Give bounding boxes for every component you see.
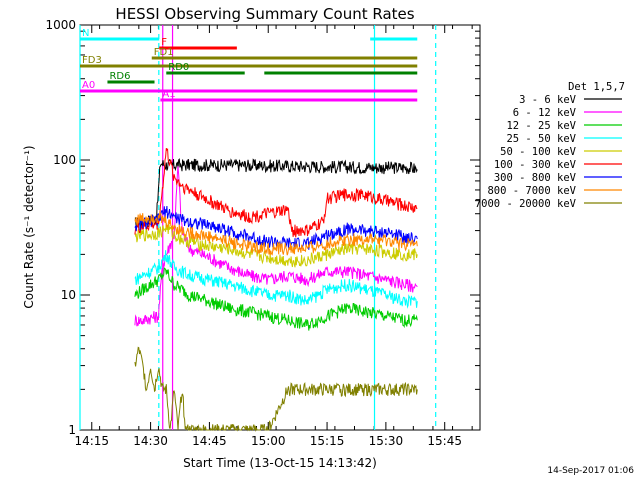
footer-date: 14-Sep-2017 01:06: [547, 466, 634, 476]
series-line: [134, 222, 418, 268]
y-tick-label: 1000: [45, 18, 76, 32]
legend-entry-label: 300 - 800 keV: [494, 172, 577, 184]
flag-label: RD6: [109, 71, 130, 82]
legend-entry-label: 800 - 7000 keV: [487, 185, 576, 197]
legend-entry-label: 12 - 25 keV: [506, 120, 576, 132]
x-tick-label: 14:30: [133, 434, 168, 448]
legend-entry-label: 3 - 6 keV: [519, 94, 577, 106]
flag-label: A1: [162, 89, 175, 100]
x-tick-label: 15:30: [369, 434, 404, 448]
series-line: [134, 148, 418, 238]
x-tick-label: 15:45: [427, 434, 462, 448]
series-line: [134, 166, 418, 327]
series-line: [134, 211, 418, 256]
x-tick-label: 14:15: [74, 434, 109, 448]
series-line: [134, 346, 418, 432]
chart-title: HESSI Observing Summary Count Rates: [115, 5, 414, 23]
x-tick-label: 15:15: [310, 434, 345, 448]
flag-label: FD1: [154, 47, 174, 58]
y-axis-label: Count Rate (s⁻¹ detector⁻¹): [22, 145, 36, 308]
legend-entry-label: 6 - 12 keV: [513, 107, 577, 119]
y-tick-label: 100: [53, 153, 76, 167]
flag-label: F: [161, 37, 167, 48]
flag-label: N: [82, 28, 89, 39]
series-lines: [134, 148, 418, 432]
x-tick-label: 15:00: [251, 434, 286, 448]
x-tick-label: 14:45: [192, 434, 227, 448]
legend-entry-label: 25 - 50 keV: [506, 133, 576, 145]
legend-entry-label: 50 - 100 keV: [500, 146, 577, 158]
legend-title: Det 1,5,7: [568, 81, 625, 93]
flag-label: A0: [82, 80, 95, 91]
y-tick-label: 1: [68, 423, 76, 437]
series-line: [134, 250, 418, 309]
legend-entry-label: 7000 - 20000 keV: [475, 198, 577, 210]
x-axis-label: Start Time (13-Oct-15 14:13:42): [183, 456, 377, 470]
flag-label: FD3: [82, 55, 102, 66]
series-line: [134, 158, 418, 229]
x-axis: 14:15 14:30 14:45 15:00 15:15 15:30 15:45 Star…: [74, 25, 473, 470]
series-line: [134, 267, 418, 331]
y-tick-label: 10: [61, 288, 76, 302]
legend-entry-label: 100 - 300 keV: [494, 159, 577, 171]
y-axis: 1 10 100 1000 Count Rate (s⁻¹ detector⁻¹): [22, 18, 480, 437]
flag-label: RD0: [168, 62, 189, 73]
